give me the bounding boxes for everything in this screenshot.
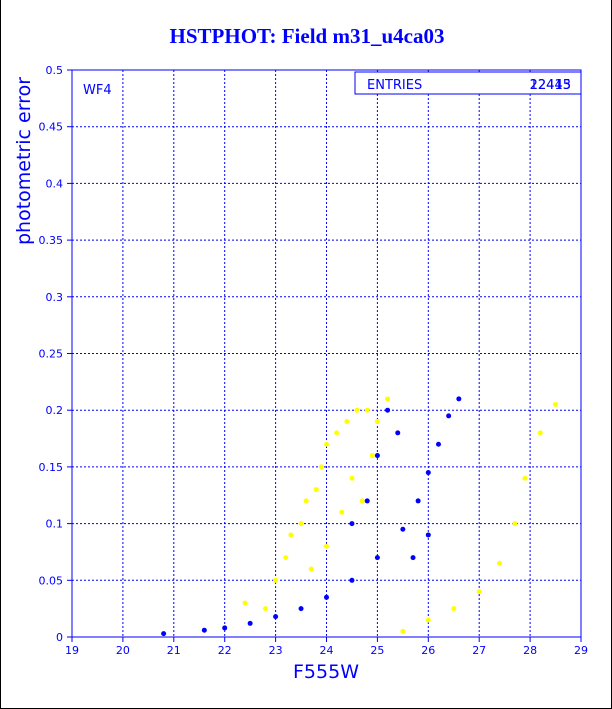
scatter-point [425, 617, 431, 623]
stats-entries-label: ENTRIES [367, 78, 422, 93]
x-tick-label: 24 [320, 644, 334, 657]
scatter-point [334, 430, 340, 436]
x-tick-label: 21 [167, 644, 181, 657]
points-layer [161, 396, 559, 637]
scatter-point [425, 532, 431, 538]
scatter-point [400, 628, 406, 634]
scatter-point [374, 453, 380, 459]
y-tick-label: 0.05 [39, 574, 64, 587]
stats-entries-value-overlap: 22445 [530, 78, 571, 93]
x-tick-label: 22 [218, 644, 232, 657]
scatter-point [553, 402, 559, 408]
scatter-point [395, 430, 401, 436]
scatter-point [364, 498, 370, 504]
scatter-point [161, 631, 167, 637]
scatter-point [497, 560, 503, 566]
scatter-point [522, 475, 528, 481]
stats-entries-value: 12413 [530, 78, 571, 93]
x-tick-label: 29 [574, 644, 588, 657]
y-tick-label: 0.35 [39, 234, 64, 247]
scatter-point [318, 464, 324, 470]
x-tick-label: 27 [472, 644, 486, 657]
scatter-point [359, 498, 365, 504]
scatter-point [425, 470, 431, 476]
scatter-point [415, 498, 421, 504]
scatter-point [349, 577, 355, 583]
scatter-point [273, 577, 279, 583]
scatter-point [324, 594, 329, 600]
scatter-point [456, 396, 462, 402]
x-tick-label: 19 [65, 644, 79, 657]
scatter-point [283, 555, 289, 561]
scatter-point [354, 407, 360, 413]
scatter-point [339, 509, 345, 515]
scatter-point [374, 419, 380, 425]
y-tick-label: 0.5 [46, 64, 64, 77]
scatter-point [273, 614, 279, 620]
scatter-point [349, 521, 355, 527]
scatter-point [364, 407, 370, 413]
scatter-point [303, 498, 309, 504]
scatter-point [344, 419, 350, 425]
y-tick-label: 0.45 [39, 121, 64, 134]
scatter-point [349, 475, 355, 481]
scatter-point [324, 441, 329, 447]
scatter-point [222, 625, 228, 631]
scatter-point [298, 521, 304, 527]
scatter-point [410, 555, 416, 561]
scatter-point [446, 413, 452, 419]
scatter-point [400, 526, 406, 532]
scatter-point [369, 453, 375, 459]
scatter-point [298, 606, 304, 612]
chart-title: HSTPHOT: Field m31_u4ca03 [169, 24, 445, 48]
y-tick-label: 0.2 [46, 404, 64, 417]
panel-label: WF4 [83, 83, 112, 98]
scatter-point [476, 589, 482, 595]
y-tick-label: 0.25 [39, 348, 64, 361]
y-axis-title: photometric error [13, 77, 35, 245]
grid-layer [71, 69, 582, 638]
y-tick-label: 0.4 [46, 177, 64, 190]
stats-box: ENTRIES 12413 22445 [354, 71, 582, 95]
scatter-point [313, 487, 319, 493]
scatter-point [512, 521, 518, 527]
scatter-point [324, 543, 329, 549]
y-tick-label: 0.15 [39, 461, 64, 474]
x-axis-title: F555W [293, 661, 359, 683]
y-tick-label: 0 [56, 631, 63, 644]
ticks-layer: 19 20 21 22 23 24 25 26 27 28 29 0 0.05 0.1 0.15 0.2 0.2… [39, 64, 589, 657]
scatter-point [262, 606, 268, 612]
scatter-point [374, 555, 380, 561]
x-tick-label: 23 [269, 644, 283, 657]
scatter-point [435, 441, 441, 447]
scatter-point [385, 396, 391, 402]
stats-box-frame [354, 71, 582, 95]
scatter-point [451, 606, 457, 612]
x-tick-label: 25 [370, 644, 384, 657]
scatter-point [385, 407, 391, 413]
y-tick-label: 0.1 [46, 518, 64, 531]
scatter-point [308, 566, 314, 572]
scatter-point [242, 600, 248, 606]
x-tick-label: 26 [421, 644, 435, 657]
x-tick-label: 28 [523, 644, 537, 657]
scatter-point [247, 620, 253, 626]
scatter-point [201, 627, 207, 633]
scatter-point [537, 430, 543, 436]
y-tick-label: 0.3 [46, 291, 64, 304]
scatter-point [288, 532, 294, 538]
x-tick-label: 20 [116, 644, 130, 657]
